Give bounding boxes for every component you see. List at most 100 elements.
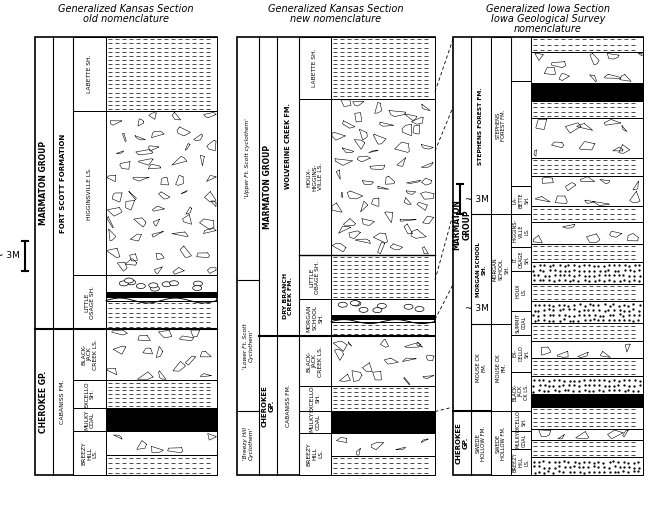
Text: ~ 3M: ~ 3M bbox=[465, 194, 489, 203]
Bar bbox=[299, 99, 331, 255]
Ellipse shape bbox=[350, 300, 359, 306]
Bar bbox=[531, 83, 643, 101]
Bar bbox=[511, 247, 531, 271]
Bar bbox=[73, 329, 106, 380]
Text: MOUSE CK
FM.: MOUSE CK FM. bbox=[495, 354, 506, 382]
Bar bbox=[106, 329, 217, 380]
Text: HOUX
LS.: HOUX LS. bbox=[515, 284, 526, 298]
Text: BLACK-
JACK
CREEK LS.: BLACK- JACK CREEK LS. bbox=[307, 346, 323, 377]
Bar bbox=[511, 214, 531, 247]
Bar bbox=[106, 408, 217, 432]
Bar bbox=[106, 111, 217, 275]
Bar bbox=[331, 37, 435, 99]
Text: 'Breezy Hill
Cyclothem': 'Breezy Hill Cyclothem' bbox=[242, 427, 254, 460]
Ellipse shape bbox=[338, 302, 347, 307]
Text: new nomenclature: new nomenclature bbox=[291, 14, 382, 24]
Ellipse shape bbox=[162, 282, 171, 287]
Bar bbox=[491, 37, 511, 214]
Ellipse shape bbox=[415, 307, 424, 311]
Bar bbox=[106, 408, 217, 432]
Bar bbox=[531, 207, 643, 222]
Text: HIGGINSVILLE LS.: HIGGINSVILLE LS. bbox=[87, 167, 92, 220]
Ellipse shape bbox=[404, 304, 413, 309]
Ellipse shape bbox=[194, 281, 202, 286]
Text: EXCELLO
SH.: EXCELLO SH. bbox=[84, 381, 95, 407]
Bar bbox=[531, 261, 643, 284]
Text: LA-
BETTE
SH.: LA- BETTE SH. bbox=[513, 192, 529, 208]
Bar bbox=[237, 37, 435, 475]
Text: STEPHENS FOREST FM.: STEPHENS FOREST FM. bbox=[478, 87, 484, 164]
Bar bbox=[73, 275, 106, 329]
Text: CABANISS FM.: CABANISS FM. bbox=[285, 384, 291, 427]
Bar bbox=[531, 429, 643, 440]
Text: MOUSE CK
FM.: MOUSE CK FM. bbox=[476, 353, 486, 382]
Ellipse shape bbox=[120, 281, 128, 286]
Bar bbox=[491, 324, 511, 412]
Bar bbox=[531, 101, 643, 119]
Bar bbox=[531, 158, 643, 175]
Text: HOUX-
HIGGINS-
VILLE LS.: HOUX- HIGGINS- VILLE LS. bbox=[307, 163, 323, 191]
Bar bbox=[511, 271, 531, 311]
Bar bbox=[106, 380, 217, 408]
Text: SWEDE
HOLLOW FM.: SWEDE HOLLOW FM. bbox=[495, 426, 506, 460]
Bar bbox=[453, 37, 643, 475]
Text: Generalized Iowa Section: Generalized Iowa Section bbox=[486, 4, 610, 14]
Text: STEPHENS
FOREST FM.: STEPHENS FOREST FM. bbox=[495, 110, 506, 141]
Bar bbox=[299, 336, 331, 386]
Text: MORGAN SCHOOL
SH.: MORGAN SCHOOL SH. bbox=[476, 242, 486, 297]
Bar bbox=[511, 372, 531, 412]
Bar bbox=[511, 431, 531, 448]
Text: EXCELLO
SH.: EXCELLO SH. bbox=[309, 385, 320, 412]
Bar bbox=[299, 386, 331, 411]
Text: 'Lower Ft. Scott
Cyclothem': 'Lower Ft. Scott Cyclothem' bbox=[242, 323, 254, 368]
Text: LT.
OSAGE
SH.: LT. OSAGE SH. bbox=[513, 250, 529, 268]
Text: EXCELLO
SH.: EXCELLO SH. bbox=[515, 411, 526, 432]
Bar bbox=[511, 311, 531, 335]
Text: BREEZY
HILL
LS.: BREEZY HILL LS. bbox=[513, 452, 529, 472]
Bar bbox=[531, 119, 643, 158]
Bar bbox=[331, 315, 435, 319]
Text: old nomenclature: old nomenclature bbox=[83, 14, 169, 24]
Text: EX-
CELLO
SH.: EX- CELLO SH. bbox=[513, 346, 529, 362]
Ellipse shape bbox=[352, 301, 361, 306]
Text: MULKY
COAL: MULKY COAL bbox=[309, 412, 320, 432]
Bar bbox=[531, 394, 643, 407]
Bar bbox=[299, 255, 331, 299]
Bar bbox=[531, 394, 643, 407]
Text: LITTLE
OBAGE SH.: LITTLE OBAGE SH. bbox=[309, 260, 320, 294]
Bar bbox=[73, 37, 106, 111]
Bar bbox=[331, 336, 435, 386]
Text: FORT SCOTT FORMATION: FORT SCOTT FORMATION bbox=[60, 133, 66, 232]
Text: LABETTE SH.: LABETTE SH. bbox=[313, 49, 317, 87]
Text: ~ 3M: ~ 3M bbox=[465, 304, 489, 313]
Text: LITTLE
OSAGE SH.: LITTLE OSAGE SH. bbox=[84, 286, 95, 318]
Bar bbox=[331, 386, 435, 411]
Bar bbox=[331, 323, 435, 336]
Ellipse shape bbox=[125, 278, 133, 283]
Bar bbox=[531, 83, 643, 101]
Text: LABETTE SH.: LABETTE SH. bbox=[87, 55, 92, 93]
Bar bbox=[531, 284, 643, 301]
Bar bbox=[531, 407, 643, 429]
Bar bbox=[331, 315, 435, 319]
Bar bbox=[491, 412, 511, 475]
Bar bbox=[511, 81, 531, 186]
Text: MULKY
COAL: MULKY COAL bbox=[84, 409, 95, 430]
Bar bbox=[331, 411, 435, 433]
Bar bbox=[331, 255, 435, 299]
Text: HIGGINS-
VILLE
LS.: HIGGINS- VILLE LS. bbox=[513, 219, 529, 242]
Bar bbox=[531, 222, 643, 244]
Bar bbox=[531, 376, 643, 394]
Bar bbox=[299, 37, 331, 99]
Text: DRY BRANCH
CREEK FM.: DRY BRANCH CREEK FM. bbox=[283, 272, 293, 319]
Bar bbox=[331, 433, 435, 456]
Bar bbox=[531, 358, 643, 376]
Text: CHEROKEE
GP.: CHEROKEE GP. bbox=[261, 385, 274, 427]
Ellipse shape bbox=[127, 280, 136, 285]
Text: MARMATON
GROUP: MARMATON GROUP bbox=[452, 199, 472, 250]
Text: BLACK-
JACK
CK LS.: BLACK- JACK CK LS. bbox=[513, 383, 529, 401]
Text: MULKY
COAL: MULKY COAL bbox=[515, 432, 526, 448]
Bar bbox=[35, 37, 217, 475]
Bar bbox=[73, 380, 106, 408]
Text: BLACK-
JACK
CREEK LS.: BLACK- JACK CREEK LS. bbox=[81, 339, 98, 370]
